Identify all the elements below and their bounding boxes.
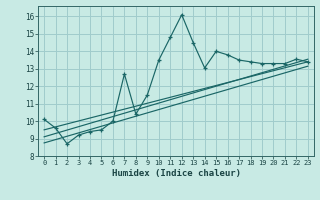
X-axis label: Humidex (Indice chaleur): Humidex (Indice chaleur)	[111, 169, 241, 178]
